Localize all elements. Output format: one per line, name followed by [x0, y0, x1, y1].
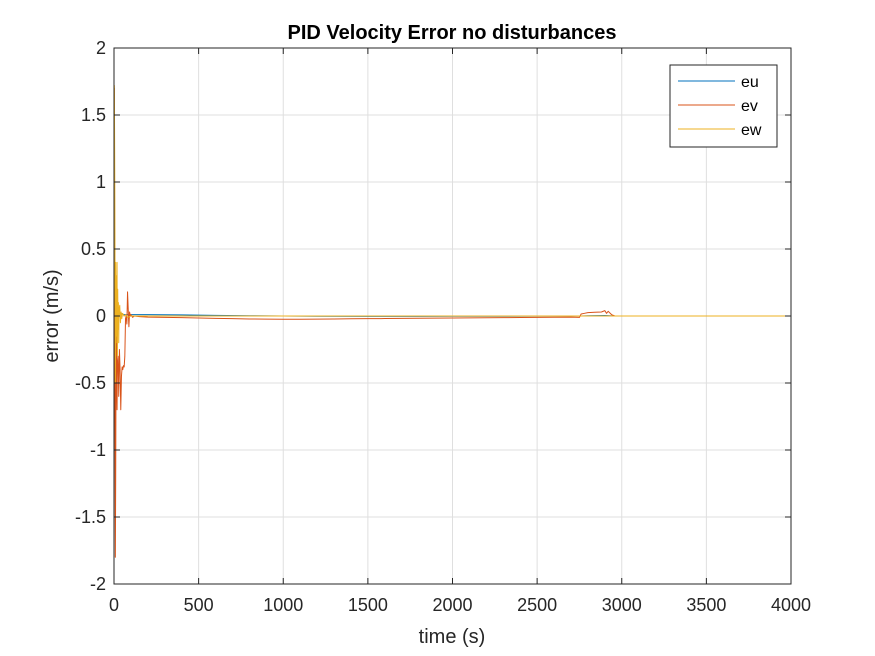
y-tick-label: -0.5: [75, 373, 106, 393]
x-tick-label: 0: [109, 595, 119, 615]
y-axis-ticks: -2 -1.5 -1 -0.5 0 0.5 1 1.5 2: [75, 38, 791, 594]
x-tick-label: 500: [184, 595, 214, 615]
x-axis-ticks: 0 500 1000 1500 2000 2500 3000 3500 4000: [109, 48, 811, 615]
x-tick-label: 3000: [602, 595, 642, 615]
x-axis-label: time (s): [419, 626, 486, 648]
y-tick-label: 0: [96, 306, 106, 326]
series-line-ew: [114, 85, 791, 384]
series-layer: [114, 85, 791, 558]
y-tick-label: 1.5: [81, 105, 106, 125]
legend-label-ew: ew: [741, 122, 762, 139]
y-tick-label: -1.5: [75, 507, 106, 527]
x-tick-label: 1000: [263, 595, 303, 615]
legend-label-eu: eu: [741, 74, 759, 91]
chart-title: PID Velocity Error no disturbances: [288, 22, 617, 44]
y-tick-label: 0.5: [81, 239, 106, 259]
y-tick-label: 2: [96, 38, 106, 58]
x-tick-label: 4000: [771, 595, 811, 615]
x-tick-label: 3500: [686, 595, 726, 615]
x-tick-label: 1500: [348, 595, 388, 615]
series-line-ev: [114, 87, 791, 558]
legend-label-ev: ev: [741, 98, 758, 115]
y-tick-label: -2: [90, 574, 106, 594]
x-tick-label: 2000: [432, 595, 472, 615]
y-axis-label: error (m/s): [41, 269, 63, 362]
legend: eu ev ew: [669, 64, 778, 148]
y-tick-label: -1: [90, 440, 106, 460]
x-tick-label: 2500: [517, 595, 557, 615]
legend-box: [669, 64, 778, 148]
y-tick-label: 1: [96, 172, 106, 192]
